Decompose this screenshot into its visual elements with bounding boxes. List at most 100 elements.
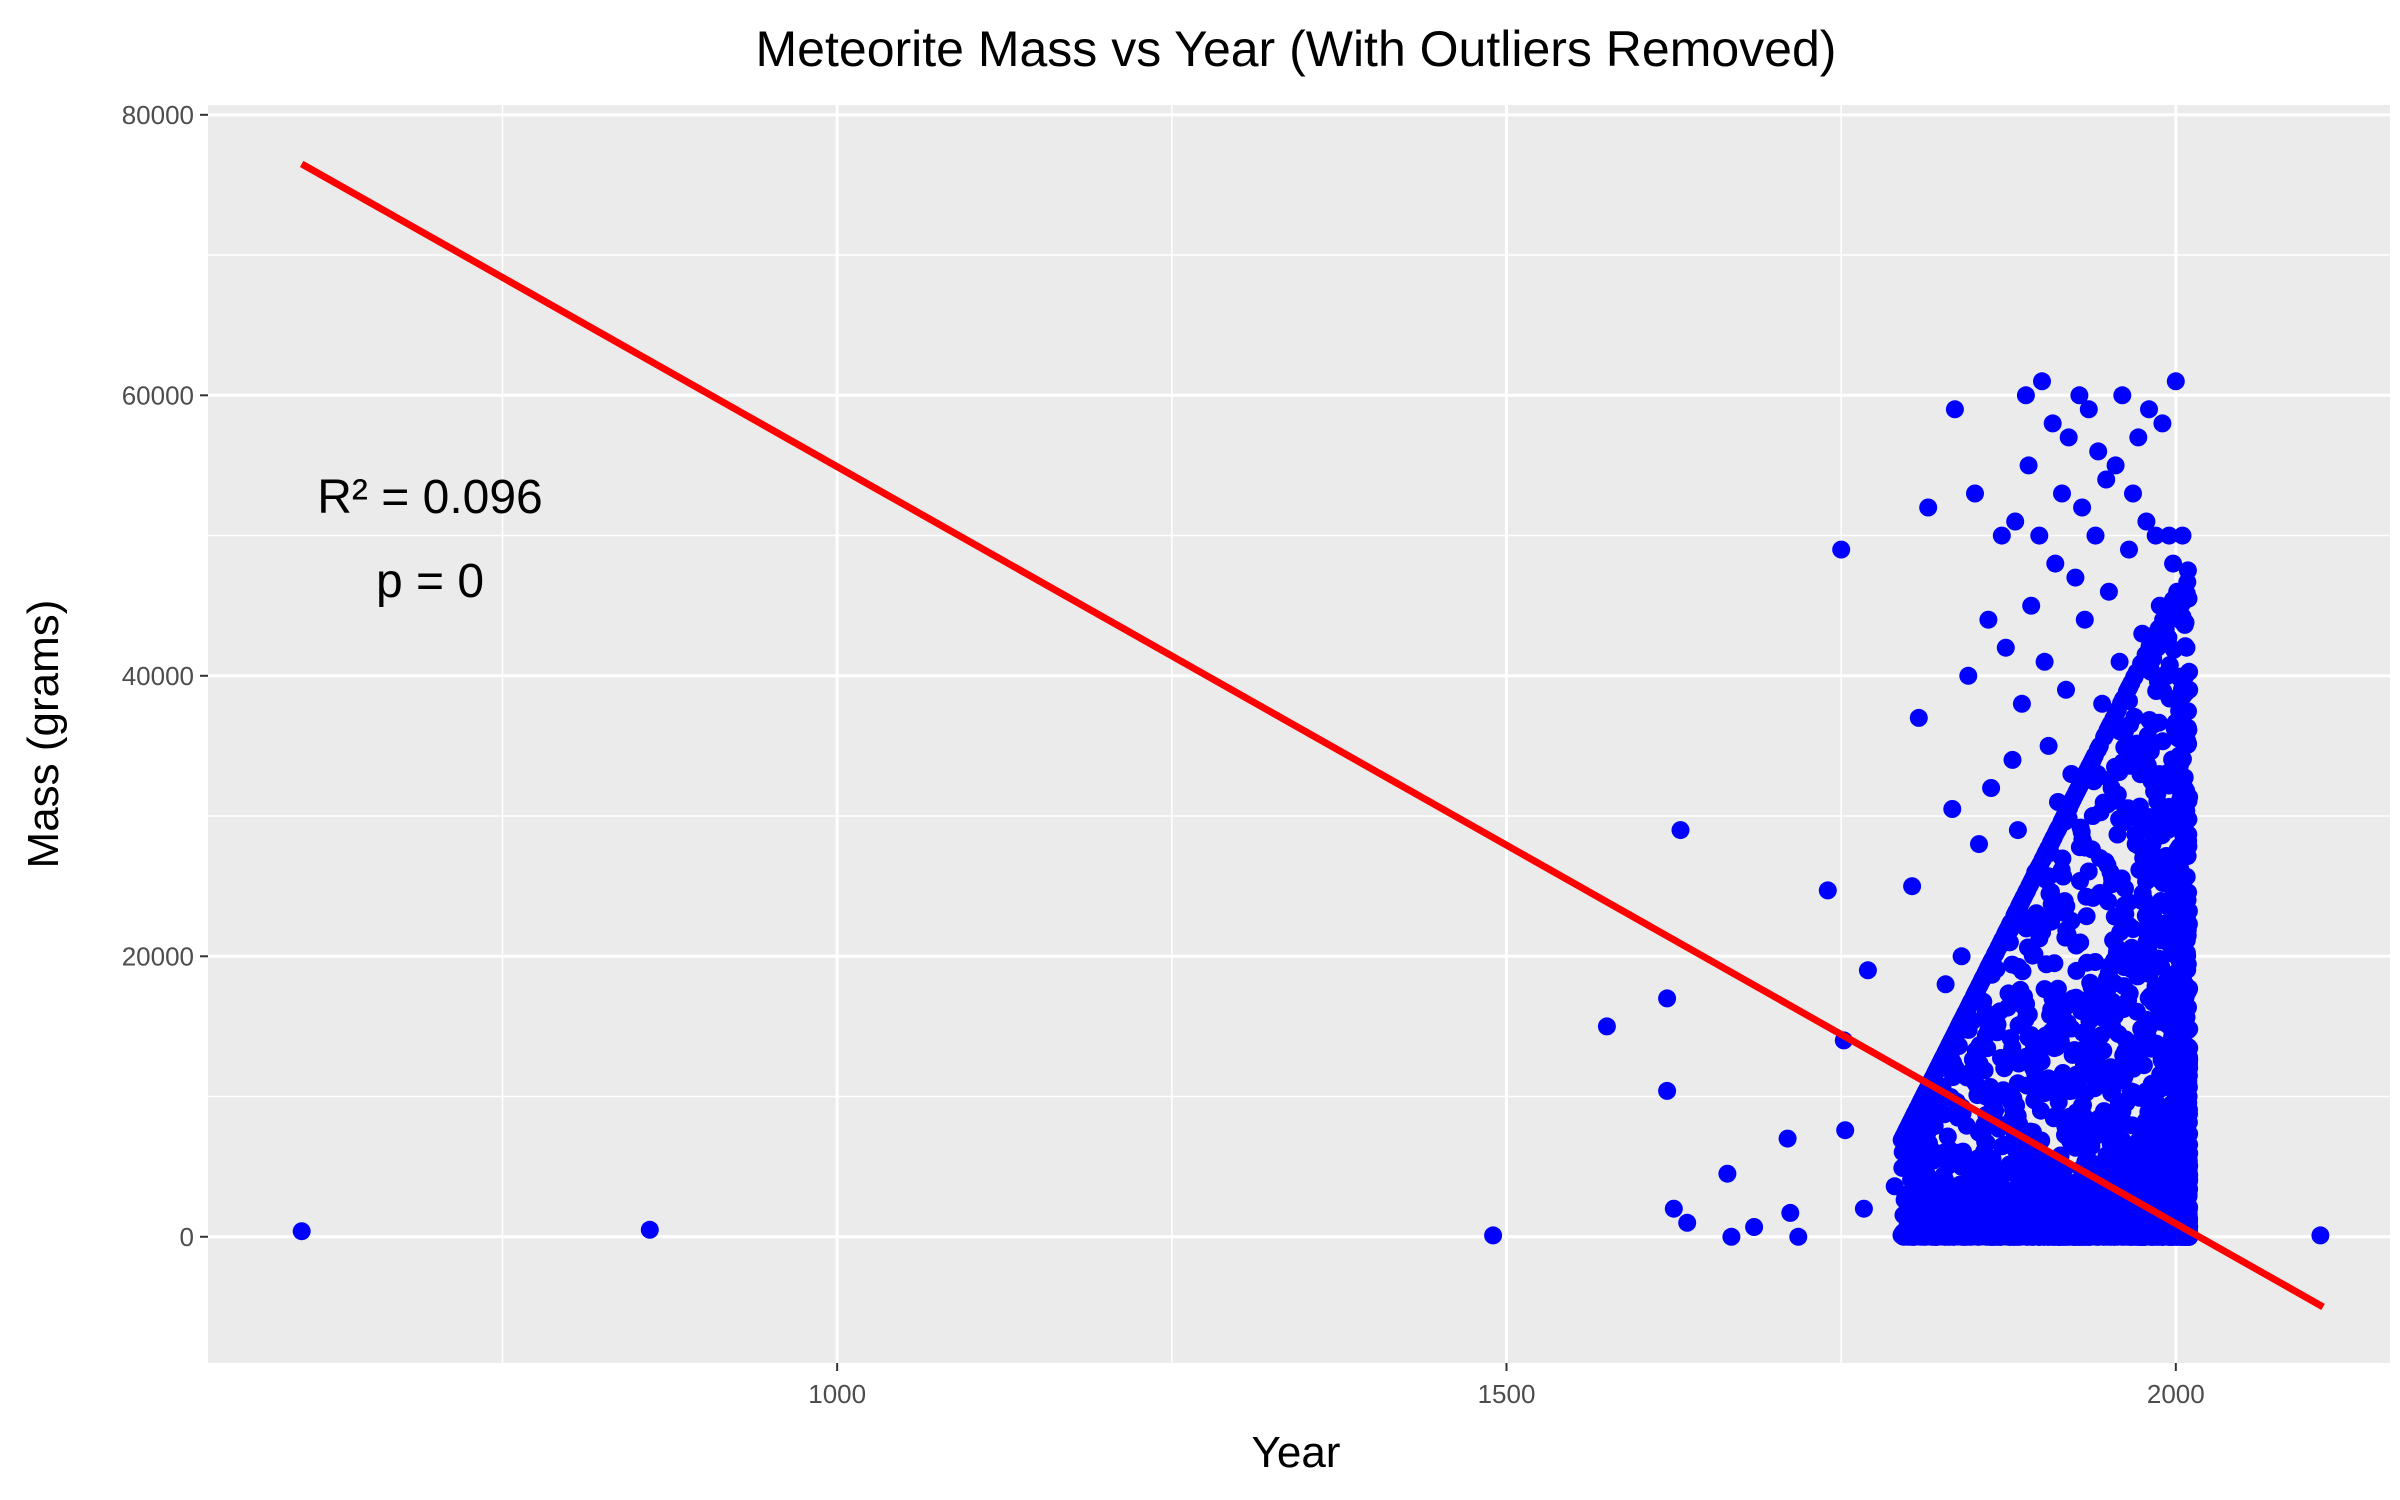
data-point: [1718, 1164, 1737, 1183]
data-point: [2076, 766, 2094, 785]
data-point: [1678, 1213, 1697, 1232]
data-point: [2151, 1012, 2170, 1031]
data-point: [2164, 554, 2183, 573]
data-point: [2042, 895, 2061, 914]
data-point: [1832, 540, 1851, 559]
data-point: [2049, 1007, 2068, 1026]
data-point: [2039, 1030, 2058, 1049]
data-point: [1902, 1170, 1921, 1189]
y-axis-ticks: 0 20000 40000 60000 80000: [122, 100, 208, 1252]
y-axis-title: Mass (grams): [19, 600, 68, 869]
data-point: [2157, 667, 2176, 686]
data-point: [2070, 838, 2089, 857]
data-point: [2160, 597, 2179, 616]
data-point: [2092, 1187, 2111, 1206]
data-point: [2079, 400, 2098, 419]
data-point: [1939, 1156, 1958, 1175]
data-point: [2151, 826, 2170, 845]
data-point: [2075, 610, 2094, 629]
data-point: [2071, 872, 2089, 890]
chart-title: Meteorite Mass vs Year (With Outliers Re…: [756, 21, 1837, 77]
data-point: [2022, 596, 2041, 615]
data-point: [2047, 1106, 2065, 1125]
data-point: [2049, 819, 2068, 838]
data-point: [2073, 498, 2092, 517]
data-point: [1963, 1050, 1982, 1069]
data-point: [2053, 849, 2072, 868]
data-point: [2168, 893, 2187, 912]
data-point: [2115, 896, 2134, 915]
y-tick-label: 0: [180, 1222, 194, 1252]
data-point: [2053, 484, 2071, 503]
data-point: [2012, 694, 2031, 713]
data-point: [2025, 1226, 2044, 1245]
data-point: [2003, 750, 2022, 769]
data-point: [2146, 526, 2165, 545]
data-point: [1897, 1121, 1916, 1140]
data-point: [1925, 1117, 1944, 1136]
data-point: [1990, 1227, 2009, 1246]
data-point: [1778, 1129, 1797, 1148]
data-point: [2108, 825, 2127, 844]
data-point: [2160, 797, 2179, 816]
data-point: [2116, 1152, 2135, 1171]
data-point: [2033, 372, 2051, 391]
data-point: [2089, 442, 2108, 461]
data-point: [2154, 682, 2173, 701]
data-point: [2179, 915, 2198, 933]
data-point: [2049, 1183, 2068, 1202]
data-point: [2174, 1118, 2193, 1137]
data-point: [2067, 783, 2086, 802]
data-point: [2002, 1047, 2021, 1066]
data-point: [2141, 1100, 2160, 1119]
data-point: [2178, 561, 2197, 580]
data-point: [2132, 1019, 2151, 1038]
data-point: [1946, 1059, 1965, 1078]
data-point: [2173, 526, 2192, 545]
data-point: [1919, 1168, 1938, 1187]
data-point: [2103, 869, 2122, 888]
data-point: [2094, 793, 2113, 812]
data-point: [2138, 1125, 2157, 1144]
data-point: [2043, 414, 2062, 433]
data-point: [2125, 707, 2144, 726]
x-axis-title: Year: [1252, 1428, 1341, 1477]
data-point: [2137, 512, 2156, 531]
data-point: [2157, 847, 2176, 865]
data-point: [2025, 945, 2044, 964]
data-point: [2139, 936, 2158, 955]
data-point: [2017, 919, 2036, 938]
data-point: [2145, 984, 2164, 1003]
data-point: [2172, 863, 2191, 882]
data-point: [2110, 652, 2129, 671]
data-point: [2099, 1020, 2118, 1039]
data-point: [1908, 1194, 1927, 1213]
data-point: [2077, 887, 2096, 906]
data-point: [2180, 1100, 2198, 1119]
data-point: [2142, 634, 2161, 653]
data-point: [2008, 1074, 2027, 1093]
data-point: [2150, 953, 2168, 972]
data-point: [1953, 1010, 1972, 1029]
data-point: [2107, 1220, 2126, 1239]
data-point: [2125, 667, 2144, 686]
data-point: [2056, 805, 2075, 824]
data-point: [2096, 852, 2115, 871]
data-point: [2149, 918, 2168, 937]
data-point: [1909, 708, 1928, 727]
data-point: [1979, 1159, 1997, 1178]
data-point: [2145, 1074, 2164, 1093]
data-point: [2134, 849, 2153, 867]
data-point: [2126, 825, 2145, 844]
data-point: [1934, 1179, 1953, 1198]
data-point: [1966, 484, 1984, 503]
data-point: [2100, 957, 2119, 975]
data-point: [2059, 428, 2078, 447]
p-value-annotation: p = 0: [376, 555, 484, 608]
data-point: [1818, 881, 1837, 900]
data-point: [2153, 414, 2172, 433]
data-point: [1903, 877, 1922, 896]
data-point: [1993, 1137, 2012, 1156]
data-point: [2109, 1092, 2128, 1111]
